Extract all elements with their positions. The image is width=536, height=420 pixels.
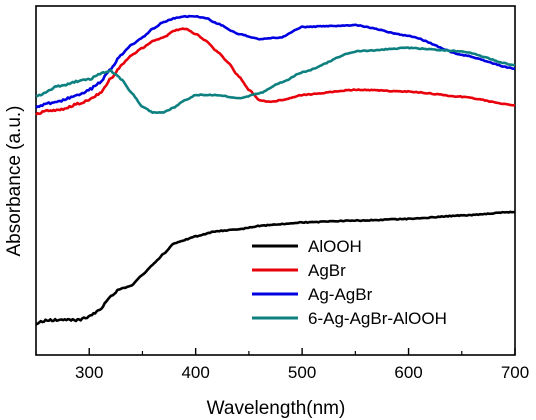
- legend-item: 6-Ag-AgBr-AlOOH: [252, 309, 447, 328]
- series-line-ag-agbr: [35, 14, 516, 109]
- x-tick-label-300: 300: [75, 363, 103, 382]
- series-lines: [35, 14, 516, 326]
- legend-label: AgBr: [308, 261, 346, 280]
- x-tick-label-600: 600: [394, 363, 422, 382]
- legend-label: Ag-AgBr: [308, 285, 373, 304]
- x-tick-label-500: 500: [288, 363, 316, 382]
- series-line-6-ag-agbr-alooh: [35, 46, 516, 115]
- legend: AlOOH AgBr Ag-AgBr 6-Ag-AgBr-AlOOH: [252, 237, 447, 328]
- legend-label: AlOOH: [308, 237, 362, 256]
- x-axis-tick-labels: 300 400 500 600 700: [75, 363, 529, 382]
- x-tick-label-400: 400: [181, 363, 209, 382]
- x-tick-label-700: 700: [501, 363, 529, 382]
- x-axis-label: Wavelength(nm): [207, 398, 346, 419]
- y-axis-label: Absorbance (a.u.): [4, 105, 25, 256]
- legend-item: AlOOH: [252, 237, 362, 256]
- x-axis-ticks: [35, 348, 516, 355]
- series-line-alooh: [35, 210, 516, 326]
- plot-frame: [35, 5, 516, 356]
- legend-item: AgBr: [252, 261, 346, 280]
- legend-label: 6-Ag-AgBr-AlOOH: [308, 309, 447, 328]
- legend-item: Ag-AgBr: [252, 285, 373, 304]
